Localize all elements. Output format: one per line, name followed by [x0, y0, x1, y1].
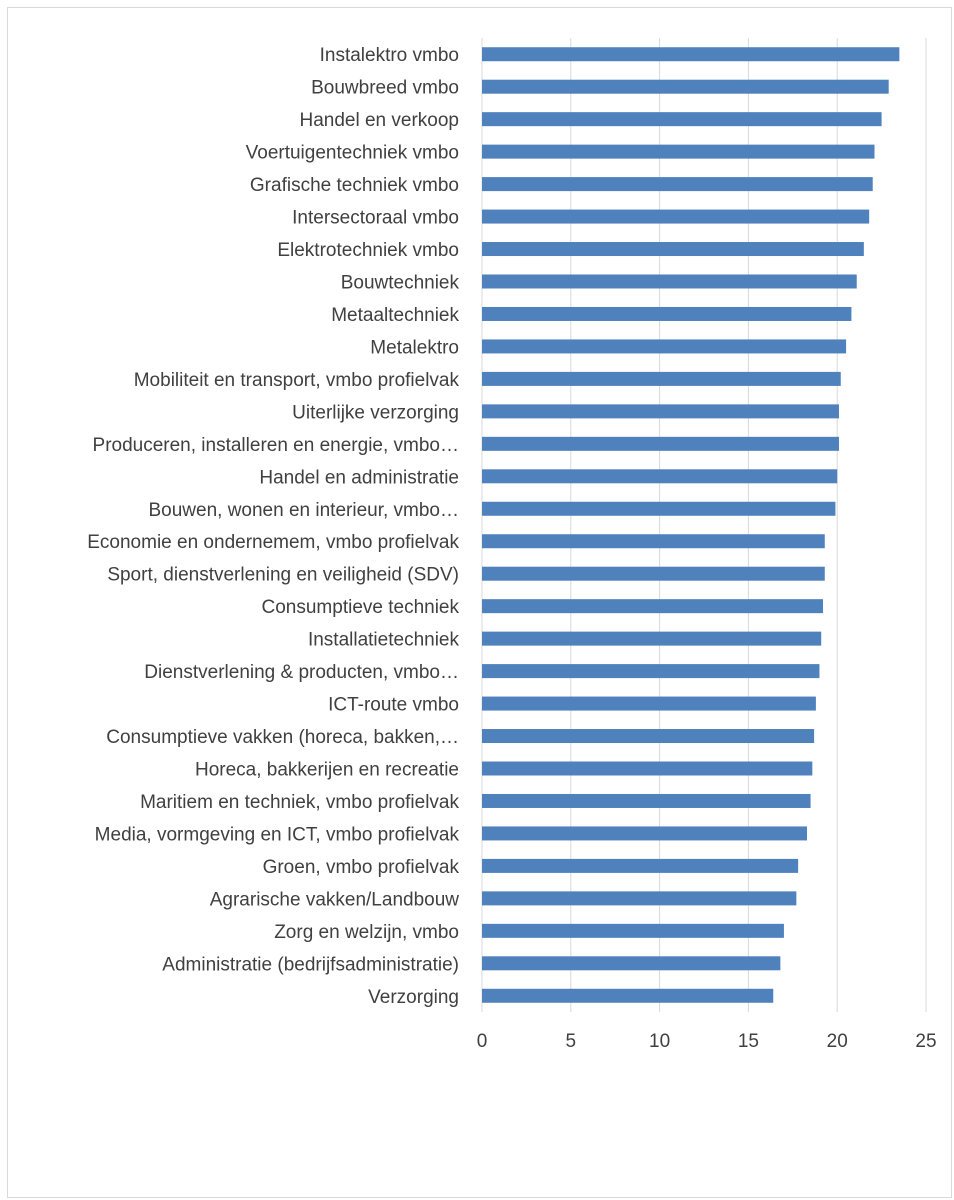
category-label: Bouwbreed vmbo — [311, 78, 459, 99]
category-label: Media, vormgeving en ICT, vmbo profielva… — [95, 824, 460, 845]
bar — [482, 112, 882, 127]
bar — [482, 631, 822, 646]
category-label: Handel en administratie — [259, 467, 459, 488]
category-label: Maritiem en techniek, vmbo profielvak — [140, 792, 459, 813]
bar — [482, 793, 811, 808]
bar — [482, 306, 852, 321]
category-label: Voertuigentechniek vmbo — [246, 143, 459, 164]
category-label: Bouwen, wonen en interieur, vmbo… — [148, 500, 459, 521]
bar — [482, 599, 823, 614]
bar — [482, 696, 816, 711]
x-tick-label: 5 — [566, 1031, 577, 1052]
bar — [482, 923, 784, 938]
category-labels: Instalektro vmbo Bouwbreed vmbo Handel en … — [87, 45, 459, 1008]
bar — [482, 274, 857, 289]
bar — [482, 469, 838, 484]
bar — [482, 209, 870, 224]
bar — [482, 534, 825, 549]
bar — [482, 891, 797, 906]
category-label: Zorg en welzijn, vmbo — [274, 922, 459, 943]
category-label: Bouwtechniek — [341, 273, 460, 294]
bar — [482, 79, 889, 94]
bar — [482, 988, 774, 1003]
category-label: Produceren, installeren en energie, vmbo… — [93, 435, 459, 456]
bar — [482, 436, 839, 451]
category-label: Groen, vmbo profielvak — [263, 857, 460, 878]
x-axis-tick-labels: 0 5 10 15 20 25 — [477, 1031, 937, 1052]
category-label: Elektrotechniek vmbo — [277, 240, 459, 261]
category-label: Economie en ondernemem, vmbo profielvak — [87, 532, 459, 553]
x-tick-label: 0 — [477, 1031, 488, 1052]
bar — [482, 47, 900, 62]
bar — [482, 761, 813, 776]
bar — [482, 858, 799, 873]
bar — [482, 144, 875, 159]
bars — [482, 47, 900, 1003]
x-tick-label: 25 — [915, 1031, 936, 1052]
category-label: Metalektro — [370, 337, 459, 358]
x-tick-label: 20 — [827, 1031, 848, 1052]
x-tick-label: 15 — [738, 1031, 759, 1052]
category-label: Agrarische vakken/Landbouw — [210, 889, 460, 910]
category-label: Administratie (bedrijfsadministratie) — [162, 954, 459, 975]
category-label: Dienstverlening & producten, vmbo… — [144, 662, 459, 683]
category-label: Intersectoraal vmbo — [292, 208, 459, 229]
bar — [482, 242, 864, 257]
category-label: Consumptieve vakken (horeca, bakken,… — [106, 727, 459, 748]
bar — [482, 566, 825, 581]
bar — [482, 664, 820, 679]
bar — [482, 177, 873, 192]
category-label: Grafische techniek vmbo — [250, 175, 459, 196]
category-label: Consumptieve techniek — [262, 597, 460, 618]
category-label: Horeca, bakkerijen en recreatie — [195, 760, 459, 781]
gridlines — [481, 38, 927, 1012]
category-label: Handel en verkoop — [300, 110, 460, 131]
category-label: Uiterlijke verzorging — [292, 402, 459, 423]
category-label: Installatietechniek — [308, 630, 460, 651]
bar — [482, 404, 839, 419]
bar — [482, 339, 847, 354]
category-label: Verzorging — [368, 987, 459, 1008]
bar — [482, 826, 808, 841]
bar — [482, 956, 781, 971]
bar — [482, 371, 841, 386]
bar — [482, 501, 836, 516]
category-label: Sport, dienstverlening en veiligheid (SD… — [107, 565, 459, 586]
category-label: Instalektro vmbo — [320, 45, 459, 66]
bar — [482, 729, 815, 744]
x-tick-label: 10 — [649, 1031, 670, 1052]
category-label: Metaaltechniek — [331, 305, 459, 326]
category-label: Mobiliteit en transport, vmbo profielvak — [134, 370, 460, 391]
category-label: ICT-route vmbo — [328, 695, 459, 716]
